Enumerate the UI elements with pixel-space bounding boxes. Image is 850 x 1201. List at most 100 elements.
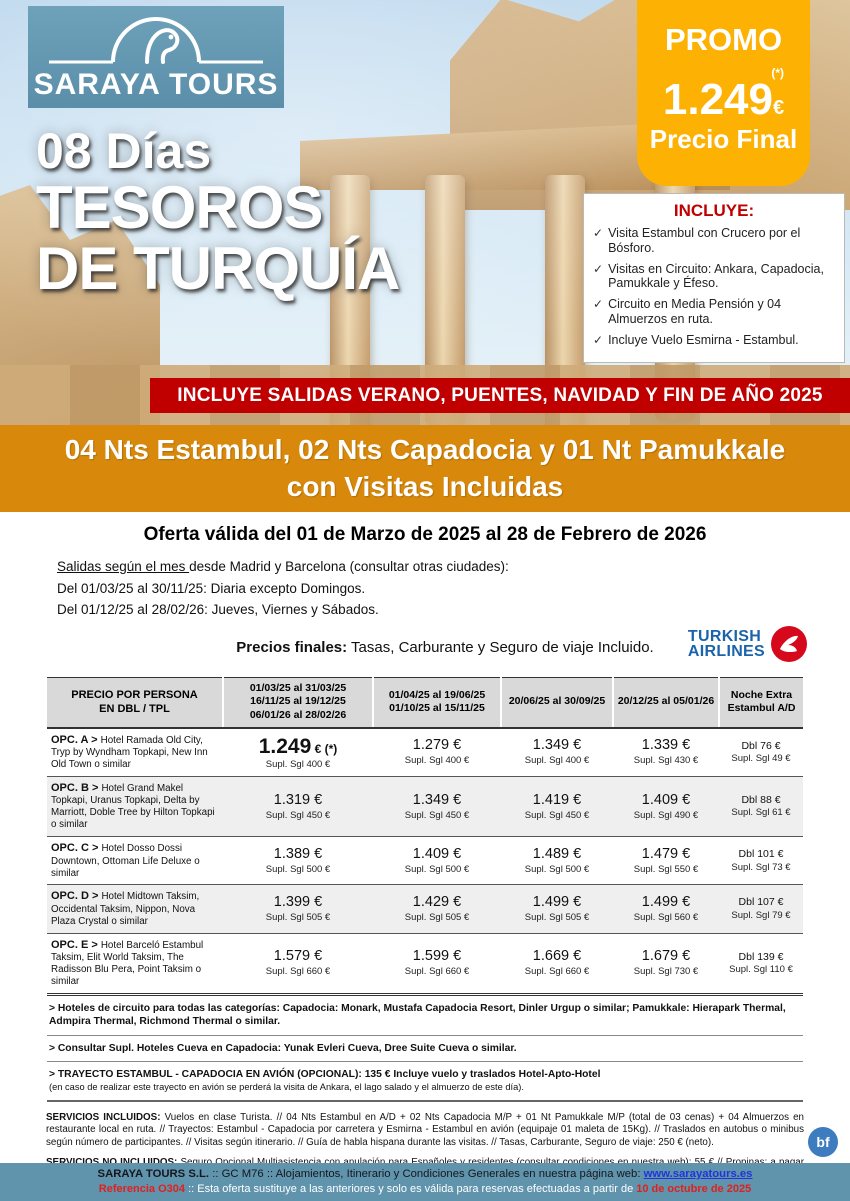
footer-bar: SARAYA TOURS S.L. :: GC M76 :: Alojamien… [0, 1163, 850, 1201]
price-value: 1.339 € [641, 737, 691, 754]
price-cell: 1.279 € Supl. Sgl 400 € [373, 727, 501, 777]
single-supplement: Supl. Sgl 110 € [729, 964, 793, 976]
footer-line1-text: :: GC M76 :: Alojamientos, Itinerario y … [209, 1167, 644, 1180]
prices-note-bold: Precios finales: [236, 638, 348, 656]
hotels-cell: OPC. E > Hotel Barceló Estambul Taksim, … [47, 933, 223, 996]
note-flight-option-sub: (en caso de realizar este trayecto en av… [49, 1082, 524, 1093]
price-table: PRECIO POR PERSONA EN DBL / TPL 01/03/25… [47, 676, 803, 996]
single-supplement: Supl. Sgl 500 € [404, 863, 470, 875]
price-cell: 1.479 € Supl. Sgl 550 € [613, 836, 719, 886]
price-value: 1.479 € [641, 845, 691, 862]
check-icon: ✓ [593, 261, 604, 276]
includes-item-text: Visitas en Circuito: Ankara, Capadocia, … [608, 261, 824, 291]
includes-item-text: Incluye Vuelo Esmirna - Estambul. [608, 332, 799, 347]
includes-item: ✓ Circuito en Media Pensión y 04 Almuerzo… [593, 297, 835, 327]
legal-servicios-incluidos: SERVICIOS INCLUIDOS: Vuelos en clase Tur… [46, 1112, 804, 1151]
price-value: 1.349 € [532, 737, 582, 754]
legal-label: SERVICIOS NO INCLUIDOS: [46, 1157, 177, 1168]
prices-note: Precios finales: Tasas, Carburante y Seg… [0, 639, 850, 656]
price-cell: 1.399 € Supl. Sgl 505 € [223, 884, 373, 934]
table-row-opc-d: OPC. D > Hotel Midtown Taksim, Occidenta… [47, 884, 803, 934]
col-header-dates-3: 20/06/25 al 30/09/25 [500, 676, 613, 729]
price-value: 1.679 € [641, 948, 691, 965]
promo-label: PROMO [664, 22, 783, 57]
single-supplement: Supl. Sgl 79 € [731, 909, 791, 921]
departures-intro-rest: desde Madrid y Barcelona (consultar otra… [189, 559, 509, 574]
price-value: 1.399 € [273, 894, 323, 911]
prices-note-row: Precios finales: Tasas, Carburante y Seg… [0, 625, 850, 671]
airline-name-line1: TURKISH [687, 627, 762, 645]
single-supplement: Supl. Sgl 430 € [633, 755, 699, 767]
col-header-dates-4: 20/12/25 al 05/01/26 [612, 676, 719, 729]
price-cell: 1.599 € Supl. Sgl 660 € [373, 933, 501, 996]
single-supplement: Supl. Sgl 550 € [633, 863, 699, 875]
hero-title-line1: TESOROS [36, 174, 323, 241]
saraya-tours-logo: SARAYA TOURS [28, 6, 284, 108]
price-value: 1.429 € [412, 894, 462, 911]
single-supplement: Supl. Sgl 400 € [524, 755, 590, 767]
price-cell: 1.249 € (*) Supl. Sgl 400 € [223, 727, 373, 777]
col-header-extra-night: Noche Extra Estambul A/D [718, 676, 803, 729]
footer-website-link[interactable]: www.sarayatours.es [643, 1167, 753, 1180]
price-table-header-row: PRECIO POR PERSONA EN DBL / TPL 01/03/25… [47, 676, 803, 729]
hotels-cell: OPC. A > Hotel Ramada Old City, Tryp by … [47, 727, 223, 777]
opc-label: OPC. D > [51, 890, 102, 903]
hero-photo-ruins: SARAYA TOURS 08 Días TESOROS DE TURQUÍA … [0, 0, 850, 425]
price-value: Dbl 107 € [738, 896, 784, 909]
price-asterisk: € (*) [311, 741, 338, 756]
check-icon: ✓ [593, 297, 604, 311]
extra-night-cell: Dbl 107 € Supl. Sgl 79 € [719, 884, 803, 934]
price-value: 1.499 € [532, 894, 582, 911]
hotels-list: Hotel Dosso Dossi Downtown, Ottoman Life… [51, 843, 200, 879]
single-supplement: Supl. Sgl 450 € [404, 809, 470, 821]
orange-banner: 04 Nts Estambul, 02 Nts Capadocia y 01 N… [0, 425, 850, 512]
col-header-persona: PRECIO POR PERSONA EN DBL / TPL [47, 676, 223, 729]
price-cell: 1.349 € Supl. Sgl 400 € [501, 727, 613, 777]
opc-label: OPC. E > [51, 938, 101, 951]
price-value: Dbl 88 € [741, 793, 781, 806]
footer-line2-text: :: Esta oferta sustituye a las anteriore… [185, 1183, 637, 1196]
hotels-cell: OPC. B > Hotel Grand Makel Topkapi, Uran… [47, 776, 223, 838]
col-header-dates-1: 01/03/25 al 31/03/25 16/11/25 al 19/12/2… [222, 676, 373, 729]
saraya-bird-icon [49, 17, 263, 64]
offer-validity: Oferta válida del 01 de Marzo de 2025 al… [143, 524, 707, 545]
departures-intro: Salidas según el mes desde Madrid y Barc… [57, 556, 850, 578]
price-value: 1.389 € [273, 845, 323, 862]
col-header-dates-2: 01/04/25 al 19/06/25 01/10/25 al 15/11/2… [372, 676, 501, 729]
airline-name-line2: AIRLINES [687, 642, 765, 660]
price-value: 1.409 € [641, 791, 691, 808]
footer-line2: Referencia O304 :: Esta oferta sustituye… [99, 1182, 751, 1198]
price-cell: 1.349 € Supl. Sgl 450 € [373, 776, 501, 838]
single-supplement: Supl. Sgl 450 € [524, 809, 590, 821]
hotels-cell: OPC. C > Hotel Dosso Dossi Downtown, Ott… [47, 836, 223, 886]
opc-label: OPC. A > [51, 733, 101, 746]
price-cell: 1.499 € Supl. Sgl 560 € [613, 884, 719, 934]
price-value: Dbl 101 € [738, 848, 784, 861]
hero-days: 08 Días [36, 123, 212, 179]
turkish-airlines-logo: TURKISH AIRLINES [688, 625, 808, 663]
note-flight-option-main: > TRAYECTO ESTAMBUL - CAPADOCIA EN AVIÓN… [49, 1069, 601, 1081]
single-supplement: Supl. Sgl 505 € [265, 912, 331, 924]
single-supplement: Supl. Sgl 49 € [731, 753, 791, 765]
price-cell: 1.579 € Supl. Sgl 660 € [223, 933, 373, 996]
includes-title: INCLUYE: [673, 201, 755, 220]
price-cell: 1.389 € Supl. Sgl 500 € [223, 836, 373, 886]
price-value: 1.489 € [532, 845, 582, 862]
hero-title: 08 Días TESOROS DE TURQUÍA [36, 123, 400, 303]
includes-item-text: Visita Estambul con Crucero por el Bósfo… [608, 226, 801, 255]
note-circuit-hotels: > Hoteles de circuito para todas las cat… [47, 996, 803, 1036]
hero-title-line2: DE TURQUÍA [36, 235, 400, 303]
table-row-opc-e: OPC. E > Hotel Barceló Estambul Taksim, … [47, 933, 803, 996]
single-supplement: Supl. Sgl 400 € [404, 755, 470, 767]
orange-banner-line2: con Visitas Incluidas [286, 470, 564, 502]
price-cell: 1.669 € Supl. Sgl 660 € [501, 933, 613, 996]
includes-box: INCLUYE: ✓ Visita Estambul con Crucero po… [583, 193, 845, 364]
note-cave-hotels: > Consultar Supl. Hoteles Cueva en Capad… [47, 1036, 803, 1063]
single-supplement: Supl. Sgl 61 € [731, 807, 791, 819]
hotels-list: Hotel Ramada Old City, Tryp by Wyndham T… [51, 734, 208, 771]
prices-note-rest: Tasas, Carburante y Seguro de viaje Incl… [347, 638, 654, 656]
promo-price: 1.249€ [637, 78, 810, 122]
price-value: Dbl 139 € [738, 950, 784, 963]
single-supplement: Supl. Sgl 500 € [265, 863, 331, 875]
single-supplement: Supl. Sgl 505 € [404, 912, 470, 924]
